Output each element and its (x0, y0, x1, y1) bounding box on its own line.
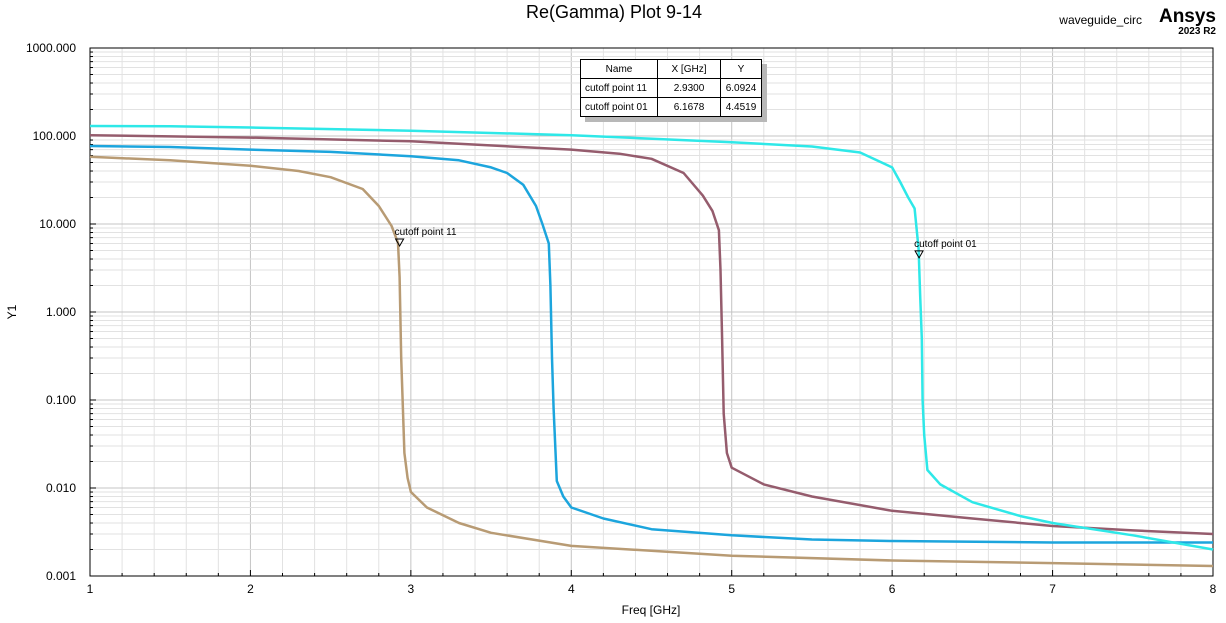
x-tick-label: 7 (1049, 582, 1056, 596)
y-tick-label: 100.000 (33, 129, 77, 143)
y-axis-label: Y1 (5, 304, 19, 319)
y-tick-label: 1000.000 (26, 41, 76, 55)
header-x: X [GHz] (657, 59, 721, 79)
chart-title: Re(Gamma) Plot 9-14 (526, 2, 702, 22)
series-line-3 (89, 133, 1214, 536)
x-tick-label: 4 (568, 582, 575, 596)
marker-name: cutoff point 11 (580, 78, 658, 98)
markers-group: cutoff point 11 cutoff point 01 (394, 227, 977, 259)
marker-y: 4.4519 (720, 97, 762, 117)
series-group (89, 124, 1214, 568)
series-line-4 (89, 124, 1214, 551)
ansys-logo: Ansys (1159, 6, 1216, 27)
table-row: cutoff point 11 2.9300 6.0924 (580, 78, 762, 98)
series-line-1 (89, 155, 1214, 568)
marker-x: 2.9300 (657, 78, 721, 98)
marker-label: cutoff point 11 (395, 227, 457, 238)
axis-ticks: 1 2 3 4 5 6 7 8 0.001 0.010 0.100 1.000 10.000 100.00… (26, 41, 1217, 596)
marker-triangle (394, 238, 405, 247)
y-tick-label: 1.000 (46, 305, 76, 319)
marker-table: Name X [GHz] Y cutoff point 11 2.9300 6.… (580, 59, 762, 117)
header-y: Y (720, 59, 762, 79)
x-tick-label: 6 (889, 582, 896, 596)
marker-triangle (914, 250, 924, 259)
marker-y: 6.0924 (720, 78, 762, 98)
y-tick-label: 0.100 (46, 393, 76, 407)
y-tick-label: 10.000 (39, 217, 76, 231)
x-tick-label: 8 (1210, 582, 1217, 596)
project-name: waveguide_circ (1058, 13, 1142, 27)
marker-table-header: Name X [GHz] Y (580, 59, 762, 79)
x-tick-label: 5 (728, 582, 735, 596)
x-tick-label: 1 (87, 582, 94, 596)
marker-x: 6.1678 (657, 97, 721, 117)
marker-label: cutoff point 01 (914, 239, 977, 250)
table-row: cutoff point 01 6.1678 4.4519 (580, 97, 762, 117)
y-tick-label: 0.001 (46, 569, 76, 583)
version-label: 2023 R2 (1178, 26, 1216, 37)
marker-name: cutoff point 01 (580, 97, 658, 117)
x-axis-label: Freq [GHz] (622, 603, 681, 617)
header-name: Name (580, 59, 658, 79)
series-line-2 (89, 144, 1213, 544)
x-tick-label: 3 (408, 582, 415, 596)
y-tick-label: 0.010 (46, 481, 76, 495)
x-tick-label: 2 (247, 582, 254, 596)
